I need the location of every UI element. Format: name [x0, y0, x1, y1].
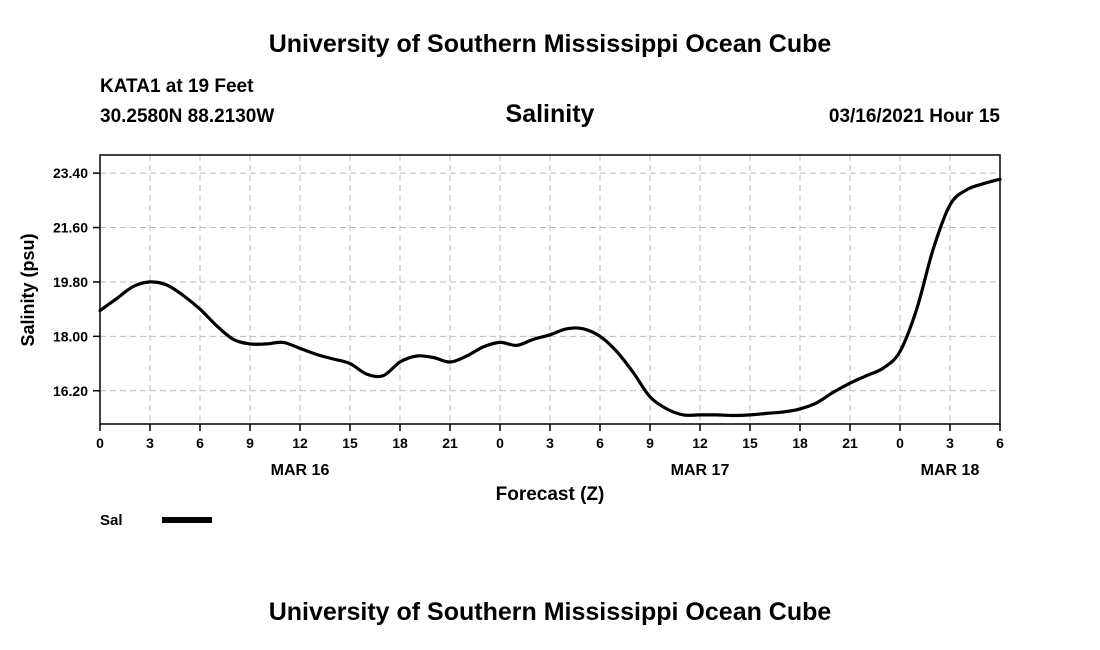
- x-tick-label: 9: [646, 435, 654, 451]
- x-tick-label: 21: [442, 435, 458, 451]
- grid-layer: [100, 155, 1000, 424]
- date-label: MAR 18: [921, 462, 980, 479]
- x-tick-label: 0: [496, 435, 504, 451]
- y-tick-label: 19.80: [53, 274, 88, 290]
- x-tick-label: 3: [146, 435, 154, 451]
- x-axis-ticks: 0 3 6 9 12 15 18 21 0 3 6 9 12 15 18 21 0 3 6 MAR 16 MAR 17 M…: [96, 424, 1004, 479]
- legend-label-sal: Sal: [100, 512, 123, 529]
- x-tick-label: 3: [946, 435, 954, 451]
- x-tick-label: 18: [392, 435, 408, 451]
- x-tick-label: 6: [996, 435, 1004, 451]
- x-tick-label: 18: [792, 435, 808, 451]
- y-axis-ticks: 23.40 21.60 19.80 18.00 16.20: [53, 165, 100, 399]
- y-axis-label: Salinity (psu): [18, 233, 38, 346]
- x-tick-label: 6: [596, 435, 604, 451]
- x-tick-label: 21: [842, 435, 858, 451]
- y-tick-label: 16.20: [53, 383, 88, 399]
- date-label: MAR 17: [671, 462, 730, 479]
- y-tick-label: 21.60: [53, 220, 88, 236]
- bottom-banner-title: University of Southern Mississippi Ocean…: [268, 598, 832, 626]
- x-tick-label: 9: [246, 435, 254, 451]
- x-tick-label: 12: [292, 435, 308, 451]
- x-tick-label: 15: [342, 435, 358, 451]
- x-tick-label: 0: [896, 435, 904, 451]
- series-line-sal: [98, 177, 1002, 418]
- station-label: KATA1 at 19 Feet: [100, 76, 254, 97]
- run-time-label: 03/16/2021 Hour 15: [828, 106, 1000, 127]
- chart-title: Salinity: [505, 100, 595, 128]
- x-axis-label: Forecast (Z): [496, 484, 605, 505]
- x-tick-label: 3: [546, 435, 554, 451]
- top-banner-title: University of Southern Mississippi Ocean…: [268, 30, 832, 58]
- y-tick-label: 18.00: [53, 328, 88, 344]
- x-tick-label: 0: [96, 435, 104, 451]
- coordinates-label: 30.2580N 88.2130W: [100, 106, 275, 127]
- date-label: MAR 16: [271, 462, 330, 479]
- x-tick-label: 15: [742, 435, 758, 451]
- y-tick-label: 23.40: [53, 165, 88, 181]
- plot-frame: [99, 154, 1001, 425]
- x-tick-label: 6: [196, 435, 204, 451]
- x-tick-label: 12: [692, 435, 708, 451]
